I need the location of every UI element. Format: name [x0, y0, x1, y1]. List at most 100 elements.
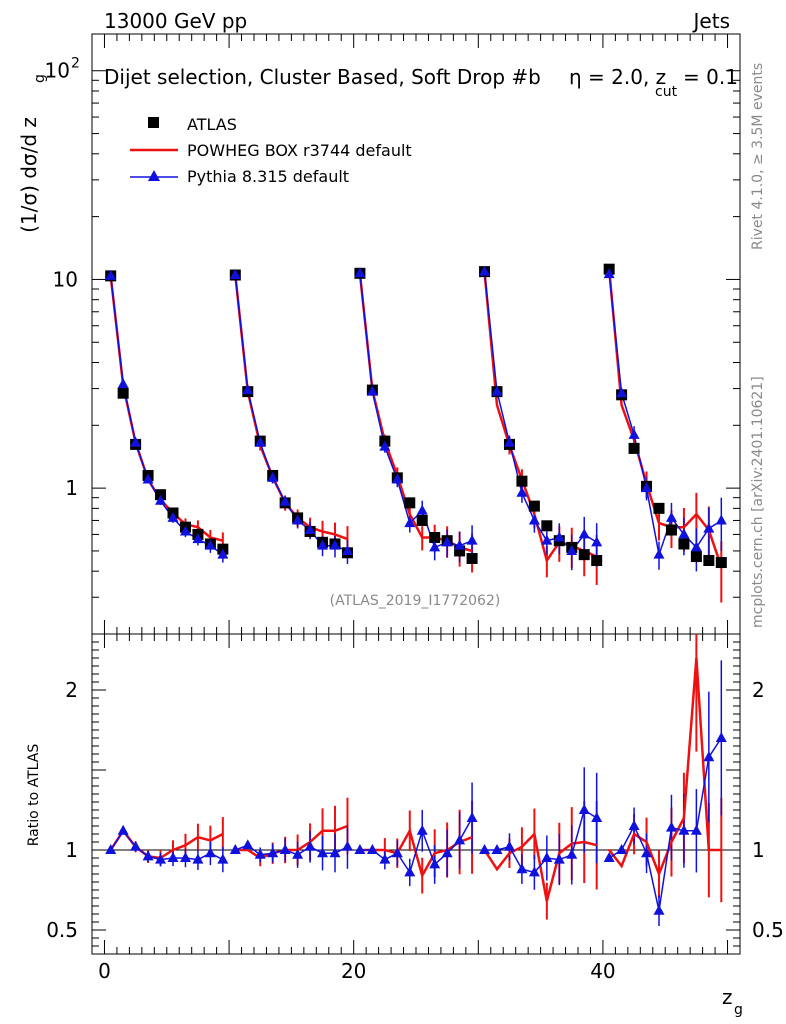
main-y-tick-label-exp: 2: [71, 56, 80, 72]
ratio-pythia-point: [678, 824, 690, 835]
ratio-pythia-point: [479, 844, 491, 854]
ratio-pythia-point: [578, 804, 590, 814]
ratio-pythia-point: [105, 844, 117, 854]
ratio-pythia-point: [292, 848, 304, 859]
legend-label-powheg: POWHEG BOX r3744 default: [187, 141, 412, 160]
pythia-point: [292, 514, 304, 525]
pythia-point: [553, 531, 565, 542]
x-tick-label: 20: [341, 959, 366, 983]
ratio-pythia-line: [110, 737, 722, 911]
pythia-point: [541, 534, 553, 545]
pythia-point: [192, 533, 204, 544]
main-y-tick-label: 10: [53, 267, 78, 291]
pythia-point: [416, 504, 428, 515]
pythia-point: [317, 539, 329, 550]
pythia-point: [653, 548, 665, 559]
ratio-y-tick-label-right: 0.5: [752, 918, 784, 942]
pythia-point: [117, 378, 129, 389]
main-series-layer: [105, 263, 727, 603]
pythia-point: [279, 495, 291, 506]
ratio-pythia-point: [192, 853, 204, 864]
atlas-data-point: [516, 475, 528, 487]
ratio-pythia-point: [703, 751, 715, 762]
atlas-data-point: [466, 553, 478, 565]
pythia-point: [528, 514, 540, 525]
pythia-point: [130, 436, 142, 447]
pythia-point: [578, 528, 590, 539]
atlas-data-point: [429, 532, 441, 544]
atlas-data-point: [690, 551, 702, 563]
ratio-pythia-point: [628, 820, 640, 830]
atlas-data-point: [578, 549, 590, 561]
ratio-pythia-point: [142, 850, 154, 861]
pythia-point: [628, 428, 640, 439]
ratio-pythia-point: [429, 858, 441, 869]
ratio-pythia-point: [130, 840, 142, 851]
pythia-point: [566, 544, 578, 555]
pythia-point: [491, 385, 503, 396]
ratio-axis-ticks: 0.5 0.51 12 20 20 40: [46, 633, 784, 983]
pythia-point: [591, 536, 603, 547]
pythia-point: [678, 528, 690, 539]
atlas-data-point: [541, 520, 553, 532]
atlas-data-point: [653, 502, 665, 514]
selection-title-main: Dijet selection, Cluster Based, Soft Dro…: [104, 65, 541, 89]
ratio-y-tick-label-right: 1: [752, 838, 765, 862]
pythia-point: [142, 473, 154, 484]
pythia-point: [641, 482, 653, 493]
pythia-point: [155, 494, 167, 505]
pythia-point: [454, 539, 466, 550]
pythia-point: [665, 511, 677, 522]
ratio-pythia-point: [267, 847, 279, 858]
pythia-point: [354, 267, 366, 278]
ratio-y-tick-label: 2: [65, 678, 78, 702]
pythia-point: [703, 522, 715, 533]
ratio-pythia-point: [179, 852, 191, 862]
selection-cut-val: = 0.1: [683, 65, 738, 89]
pythia-point: [366, 385, 378, 396]
pythia-point: [616, 387, 628, 398]
pythia-point: [603, 268, 615, 279]
ratio-pythia-point: [155, 853, 167, 864]
pythia-point: [179, 525, 191, 536]
pythia-point: [105, 269, 117, 280]
main-y-axis-label: (1/σ) dσ/d z g: [17, 74, 48, 233]
main-y-tick-label: 10: [45, 59, 70, 83]
pythia-point: [429, 541, 441, 552]
mcplots-label: mcplots.cern.ch [arXiv:2401.10621]: [750, 376, 766, 628]
ratio-pythia-point: [566, 848, 578, 859]
atlas-data-point: [117, 387, 129, 399]
ratio-pythia-point: [491, 844, 503, 854]
atlas-data-point: [703, 555, 715, 567]
x-axis-label: z: [722, 985, 733, 1009]
atlas-data-point: [416, 514, 428, 526]
pythia-point: [466, 534, 478, 545]
ratio-pythia-point: [653, 904, 665, 915]
legend-label-pythia: Pythia 8.315 default: [187, 167, 349, 186]
pythia-point: [391, 473, 403, 484]
ratio-pythia-point: [541, 852, 553, 862]
ratio-pythia-point: [117, 824, 129, 835]
ratio-pythia-point: [167, 852, 179, 862]
selection-cut-sub: cut: [655, 84, 678, 100]
x-axis-label-sub: g: [734, 1002, 743, 1018]
pythia-point: [242, 384, 254, 395]
atlas-data-point: [155, 489, 167, 501]
ratio-series-layer: [105, 634, 727, 927]
header-left: 13000 GeV pp: [104, 9, 247, 33]
atlas-data-point: [665, 524, 677, 536]
pythia-point: [254, 436, 266, 447]
ratio-y-tick-label: 1: [65, 838, 78, 862]
ratio-pythia-point: [379, 853, 391, 864]
pythia-point: [229, 269, 241, 280]
ratio-pythia-point: [304, 840, 316, 851]
svg-text:(1/σ) dσ/d z: (1/σ) dσ/d z: [17, 117, 41, 233]
main-y-label-sub: g: [32, 74, 48, 83]
pythia-point: [690, 541, 702, 552]
ratio-pythia-point: [254, 848, 266, 859]
main-y-tick-label: 1: [65, 476, 78, 500]
ratio-pythia-point: [329, 847, 341, 858]
selection-eta: η = 2.0, z: [569, 65, 666, 89]
ratio-pythia-point: [217, 853, 229, 864]
